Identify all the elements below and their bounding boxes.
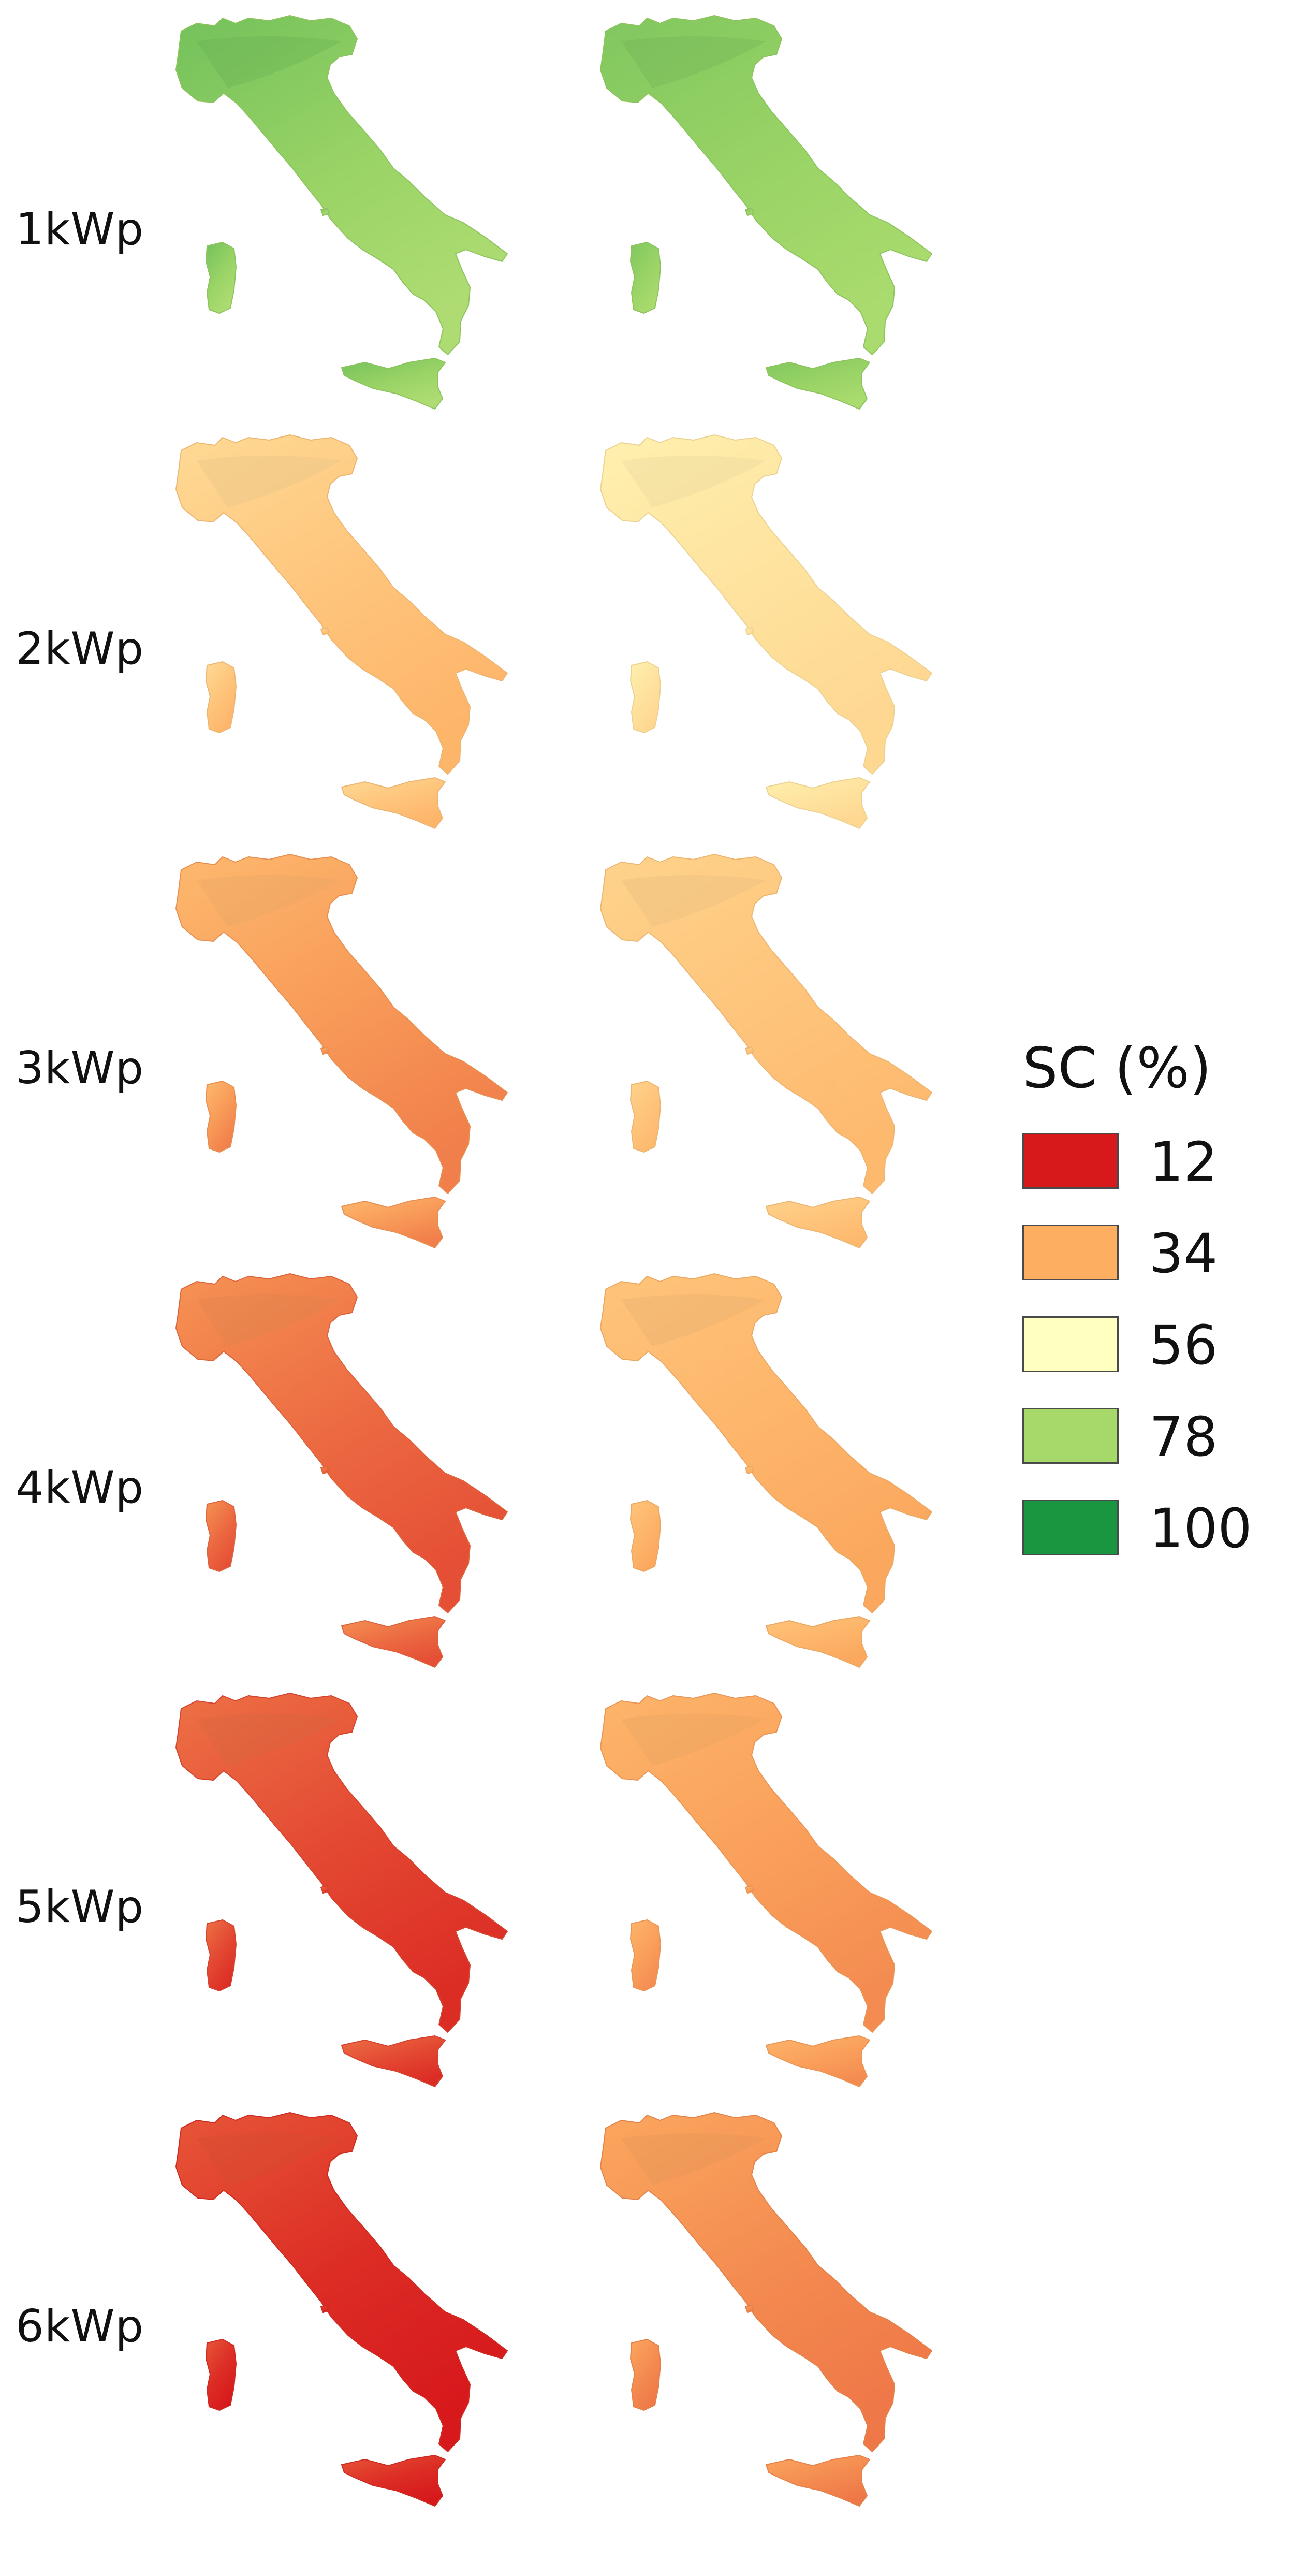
map-region-mainland [600,15,932,355]
legend-value-78: 78 [1149,1405,1218,1468]
map-region-sardinia [630,2339,661,2411]
legend-item-78: 78 [1022,1408,1271,1500]
map-relief-alps [621,1294,766,1346]
legend-title: SC (%) [1022,1036,1212,1101]
map-region-sicily [341,2455,446,2507]
map-4kwp-left [175,1273,508,1668]
map-region-sardinia [630,1919,661,1991]
map-region-mainland [175,854,508,1194]
map-relief-alps [621,1714,766,1766]
map-relief-alps [621,36,766,88]
legend-value-34: 34 [1149,1222,1218,1285]
map-region-elba [745,1466,754,1474]
legend-swatch-56 [1022,1316,1119,1372]
map-6kwp-left [175,2112,508,2507]
legend-item-12: 12 [1022,1133,1271,1225]
map-relief-alps [197,2133,342,2185]
map-region-sardinia [206,242,237,314]
legend-swatch-12 [1022,1133,1119,1189]
map-region-mainland [175,15,508,355]
map-region-mainland [175,1273,508,1613]
map-region-sardinia [206,1500,237,1572]
legend-swatch-34 [1022,1225,1119,1280]
map-relief-alps [197,1714,342,1766]
row-label-6kwp: 6kWp [16,2301,144,2352]
legend-value-100: 100 [1149,1497,1252,1560]
row-label-2kwp: 2kWp [16,623,144,675]
map-region-sicily [766,2455,870,2507]
map-region-sardinia [206,661,237,733]
map-region-mainland [175,2112,508,2452]
map-region-mainland [600,434,932,775]
map-relief-alps [197,875,342,927]
map-region-sicily [766,358,870,410]
map-relief-alps [197,36,342,88]
map-region-sardinia [630,1500,661,1572]
map-region-sicily [341,2035,446,2087]
map-region-mainland [600,2112,932,2452]
row-label-1kwp: 1kWp [16,203,144,255]
map-region-elba [320,1466,330,1474]
map-region-sicily [766,1197,870,1248]
row-label-5kwp: 5kWp [16,1881,144,1933]
map-region-sicily [341,358,446,410]
map-5kwp-left [175,1693,508,2087]
map-region-mainland [600,1693,932,2033]
map-region-elba [320,627,330,635]
map-region-mainland [175,434,508,775]
map-region-sicily [341,777,446,829]
map-region-sardinia [206,2339,237,2411]
map-relief-alps [621,456,766,507]
map-region-sardinia [206,1081,237,1153]
map-region-elba [320,1046,330,1055]
map-region-sardinia [630,242,661,314]
map-region-elba [320,1885,330,1894]
map-region-elba [745,2305,754,2313]
map-relief-alps [197,1294,342,1346]
map-region-elba [745,1885,754,1894]
legend-swatch-78 [1022,1408,1119,1464]
legend-item-34: 34 [1022,1225,1271,1316]
map-4kwp-right [600,1273,932,1668]
map-region-mainland [175,1693,508,2033]
map-region-sardinia [206,1919,237,1991]
map-region-sardinia [630,1081,661,1153]
map-region-sicily [766,1616,870,1668]
map-region-elba [745,208,754,216]
map-3kwp-right [600,854,932,1248]
map-region-sicily [341,1616,446,1668]
legend: SC (%) 12 34 56 78 100 [1022,1041,1271,1591]
map-2kwp-left [175,434,508,829]
row-label-4kwp: 4kWp [16,1462,144,1513]
map-5kwp-right [600,1693,932,2087]
map-1kwp-right [600,15,932,410]
map-region-elba [320,2305,330,2313]
row-label-3kwp: 3kWp [16,1042,144,1094]
map-region-elba [745,1046,754,1055]
map-region-sicily [766,2035,870,2087]
map-relief-alps [621,875,766,927]
map-2kwp-right [600,434,932,829]
map-3kwp-left [175,854,508,1248]
legend-swatch-100 [1022,1500,1119,1555]
map-relief-alps [621,2133,766,2185]
map-region-elba [320,208,330,216]
legend-value-12: 12 [1149,1130,1218,1194]
map-1kwp-left [175,15,508,410]
map-relief-alps [197,456,342,507]
map-region-sicily [766,777,870,829]
map-6kwp-right [600,2112,932,2507]
map-region-mainland [600,1273,932,1613]
map-region-sicily [341,1197,446,1248]
map-region-sardinia [630,661,661,733]
legend-value-56: 56 [1149,1314,1218,1377]
legend-item-56: 56 [1022,1316,1271,1408]
legend-item-100: 100 [1022,1500,1271,1591]
map-region-elba [745,627,754,635]
map-region-mainland [600,854,932,1194]
